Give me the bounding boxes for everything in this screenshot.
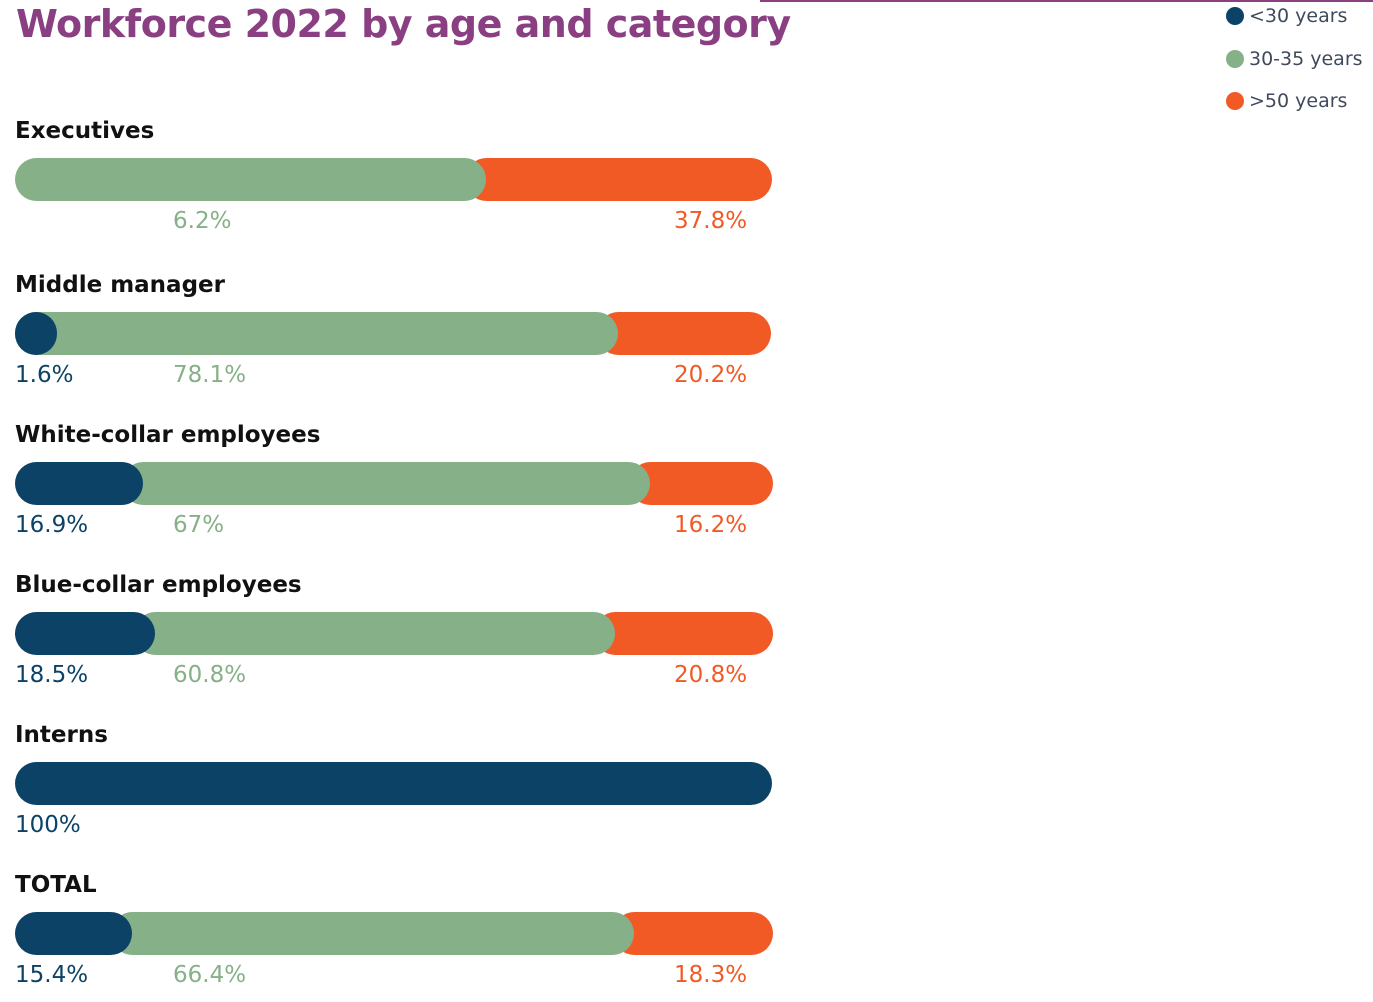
- stacked-bar: [15, 462, 773, 505]
- value-label-over-50: 18.3%: [674, 962, 748, 988]
- value-label-under-30: 1.6%: [15, 362, 74, 388]
- legend-label-over-50: >50 years: [1249, 90, 1348, 112]
- value-label-under-30: 100%: [15, 812, 81, 838]
- legend-label-30-35: 30-35 years: [1249, 48, 1363, 70]
- stacked-bar: [15, 158, 772, 201]
- category-label: White-collar employees: [15, 422, 321, 448]
- value-label-over-50: 37.8%: [674, 208, 748, 234]
- value-label-30-35: 66.4%: [173, 962, 247, 988]
- value-label-over-50: 20.2%: [674, 362, 748, 388]
- bar-segment-over-50: [465, 158, 772, 201]
- value-label-30-35: 67%: [173, 512, 225, 538]
- legend-swatch-30-35: [1226, 50, 1244, 68]
- bar-group: Blue-collar employees 18.5% 60.8% 20.8%: [15, 572, 775, 702]
- bar-group: Executives 6.2% 37.8%: [15, 118, 775, 248]
- value-label-under-30: 18.5%: [15, 662, 89, 688]
- value-label-under-30: 15.4%: [15, 962, 89, 988]
- stacked-bar: [15, 912, 773, 955]
- value-label-over-50: 20.8%: [674, 662, 748, 688]
- bar-segment-under-30: [15, 762, 772, 805]
- category-label: Blue-collar employees: [15, 572, 302, 598]
- legend-swatch-over-50: [1226, 92, 1244, 110]
- bar-segment-30-35: [134, 612, 615, 655]
- chart-title: Workforce 2022 by age and category: [16, 2, 791, 46]
- value-label-under-30: 16.9%: [15, 512, 89, 538]
- legend-item-under-30: <30 years: [1226, 5, 1347, 27]
- legend-item-30-35: 30-35 years: [1226, 48, 1363, 70]
- bar-group: Middle manager 1.6% 78.1% 20.2%: [15, 272, 775, 402]
- bar-group: TOTAL 15.4% 66.4% 18.3%: [15, 872, 775, 1002]
- value-label-30-35: 78.1%: [173, 362, 247, 388]
- top-rule: [760, 0, 1373, 2]
- stacked-bar: [15, 612, 773, 655]
- category-label: Middle manager: [15, 272, 225, 298]
- bar-segment-30-35: [111, 912, 634, 955]
- value-label-30-35: 60.8%: [173, 662, 247, 688]
- value-label-30-35: 6.2%: [173, 208, 232, 234]
- category-label: TOTAL: [15, 872, 97, 898]
- bar-segment-under-30: [15, 312, 57, 355]
- category-label: Interns: [15, 722, 108, 748]
- bar-segment-over-50: [629, 462, 773, 505]
- stacked-bar: [15, 312, 772, 355]
- bar-segment-30-35: [122, 462, 650, 505]
- bar-segment-over-50: [613, 912, 773, 955]
- bar-group: Interns 100%: [15, 722, 775, 852]
- stacked-bar: [15, 762, 772, 805]
- bar-segment-over-50: [597, 312, 771, 355]
- bar-segment-over-50: [594, 612, 773, 655]
- bar-segment-under-30: [15, 612, 155, 655]
- bar-segment-under-30: [15, 912, 132, 955]
- bar-group: White-collar employees 16.9% 67% 16.2%: [15, 422, 775, 552]
- bar-segment-30-35: [15, 158, 486, 201]
- bar-segment-30-35: [15, 312, 618, 355]
- legend-label-under-30: <30 years: [1249, 5, 1348, 27]
- bar-segment-under-30: [15, 462, 143, 505]
- legend-swatch-under-30: [1226, 7, 1244, 25]
- value-label-over-50: 16.2%: [674, 512, 748, 538]
- category-label: Executives: [15, 118, 155, 144]
- legend-item-over-50: >50 years: [1226, 90, 1347, 112]
